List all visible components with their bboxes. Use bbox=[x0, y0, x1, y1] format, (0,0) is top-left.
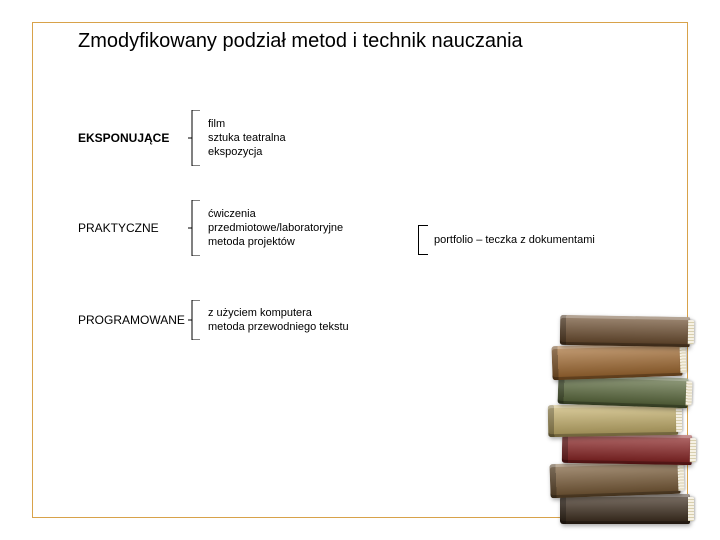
group-items: ćwiczenia przedmiotowe/laboratoryjne met… bbox=[202, 208, 343, 248]
item-text: z użyciem komputera bbox=[208, 307, 349, 319]
book-pages bbox=[686, 381, 693, 405]
book-pages bbox=[679, 345, 686, 373]
slide-title: Zmodyfikowany podział metod i technik na… bbox=[78, 30, 523, 53]
book-pages bbox=[677, 463, 684, 491]
book bbox=[560, 315, 691, 347]
group-label: EKSPONUJĄCE bbox=[78, 131, 188, 145]
group-items: z użyciem komputera metoda przewodniego … bbox=[202, 307, 349, 333]
item-text: przedmiotowe/laboratoryjne bbox=[208, 222, 343, 234]
extra-note: portfolio – teczka z dokumentami bbox=[418, 225, 595, 255]
group-programowane: PROGRAMOWANE z użyciem komputera metoda … bbox=[78, 300, 349, 340]
book bbox=[551, 342, 682, 381]
book bbox=[549, 460, 680, 499]
item-text: metoda przewodniego tekstu bbox=[208, 321, 349, 333]
bracket-icon bbox=[188, 300, 202, 340]
item-text: sztuka teatralna bbox=[208, 132, 286, 144]
book-pages bbox=[676, 406, 682, 432]
group-items: film sztuka teatralna ekspozycja bbox=[202, 118, 286, 158]
book-stack-illustration bbox=[544, 274, 694, 524]
group-eksponujace: EKSPONUJĄCE film sztuka teatralna ekspoz… bbox=[78, 110, 286, 166]
item-text: ćwiczenia bbox=[208, 208, 343, 220]
book bbox=[560, 494, 690, 524]
book-pages bbox=[690, 438, 696, 462]
group-label: PRAKTYCZNE bbox=[78, 221, 188, 235]
bracket-icon bbox=[418, 225, 428, 255]
item-text: ekspozycja bbox=[208, 146, 286, 158]
item-text: film bbox=[208, 118, 286, 130]
book-pages bbox=[688, 320, 694, 344]
slide: Zmodyfikowany podział metod i technik na… bbox=[0, 0, 720, 540]
bracket-icon bbox=[188, 200, 202, 256]
group-praktyczne: PRAKTYCZNE ćwiczenia przedmiotowe/labora… bbox=[78, 200, 343, 256]
group-label: PROGRAMOWANE bbox=[78, 313, 188, 327]
bracket-icon bbox=[188, 110, 202, 166]
book bbox=[562, 433, 693, 465]
book-pages bbox=[688, 497, 694, 521]
item-text: metoda projektów bbox=[208, 236, 343, 248]
extra-note-text: portfolio – teczka z dokumentami bbox=[434, 234, 595, 246]
book bbox=[548, 403, 679, 437]
